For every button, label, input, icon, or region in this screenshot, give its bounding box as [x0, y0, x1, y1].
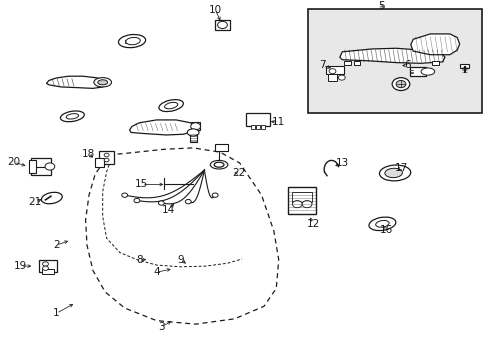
Ellipse shape: [61, 111, 84, 122]
Text: 13: 13: [335, 158, 348, 168]
Bar: [292, 192, 311, 202]
Ellipse shape: [42, 266, 48, 270]
Ellipse shape: [187, 129, 199, 136]
Ellipse shape: [420, 68, 434, 75]
Text: 22: 22: [231, 168, 245, 178]
Ellipse shape: [42, 262, 48, 266]
Ellipse shape: [158, 201, 164, 205]
Ellipse shape: [122, 193, 127, 197]
Ellipse shape: [217, 21, 227, 28]
Ellipse shape: [190, 123, 200, 130]
Bar: [431, 61, 438, 66]
Ellipse shape: [41, 192, 62, 204]
Ellipse shape: [125, 37, 140, 45]
Text: 17: 17: [393, 163, 407, 173]
Ellipse shape: [302, 201, 311, 208]
Ellipse shape: [159, 100, 183, 112]
Text: 18: 18: [81, 149, 95, 159]
Ellipse shape: [212, 193, 218, 197]
Bar: [353, 61, 360, 66]
Ellipse shape: [384, 168, 402, 177]
Bar: [246, 113, 269, 126]
Bar: [409, 67, 425, 76]
Ellipse shape: [375, 220, 388, 227]
Bar: [39, 260, 57, 272]
Text: 8: 8: [136, 255, 142, 265]
Polygon shape: [339, 48, 444, 63]
Text: 3: 3: [158, 322, 164, 332]
Bar: [99, 151, 114, 164]
Bar: [215, 19, 229, 30]
Bar: [459, 64, 468, 68]
Polygon shape: [129, 120, 195, 135]
Bar: [41, 269, 54, 274]
Text: 20: 20: [7, 157, 20, 167]
Text: 4: 4: [153, 267, 160, 277]
Ellipse shape: [338, 75, 345, 80]
Ellipse shape: [94, 78, 111, 87]
Text: 10: 10: [208, 5, 221, 14]
Text: 19: 19: [14, 261, 27, 271]
Ellipse shape: [98, 80, 107, 85]
Text: 9: 9: [177, 255, 184, 265]
Bar: [215, 144, 227, 151]
Ellipse shape: [134, 198, 140, 203]
Text: 1: 1: [53, 309, 60, 318]
Bar: [343, 61, 350, 66]
Polygon shape: [410, 34, 459, 55]
Bar: [95, 158, 103, 167]
Text: 11: 11: [271, 117, 285, 127]
Ellipse shape: [395, 81, 405, 88]
Ellipse shape: [185, 199, 191, 204]
Polygon shape: [46, 76, 106, 89]
Ellipse shape: [66, 114, 79, 119]
Ellipse shape: [210, 161, 227, 169]
Text: 15: 15: [135, 179, 148, 189]
Ellipse shape: [104, 158, 109, 162]
Bar: [287, 187, 316, 214]
Bar: [190, 122, 200, 130]
Text: 12: 12: [305, 219, 319, 229]
Bar: [29, 160, 36, 173]
Bar: [326, 66, 343, 74]
Text: 2: 2: [53, 240, 60, 250]
Text: 16: 16: [379, 225, 392, 235]
Bar: [251, 125, 255, 129]
Ellipse shape: [214, 162, 224, 167]
Bar: [307, 9, 481, 113]
Ellipse shape: [104, 153, 109, 157]
Bar: [189, 133, 196, 142]
Text: 21: 21: [28, 197, 42, 207]
Ellipse shape: [379, 165, 410, 181]
Bar: [124, 40, 129, 42]
Ellipse shape: [368, 217, 395, 231]
Ellipse shape: [118, 35, 145, 48]
Text: 5: 5: [377, 1, 384, 11]
Ellipse shape: [328, 69, 335, 74]
Bar: [327, 75, 336, 81]
Bar: [256, 125, 260, 129]
Ellipse shape: [391, 78, 409, 90]
Bar: [31, 158, 51, 175]
Ellipse shape: [292, 201, 302, 208]
Text: 7: 7: [319, 60, 325, 71]
Text: 6: 6: [403, 60, 410, 71]
Bar: [261, 125, 264, 129]
Ellipse shape: [45, 163, 55, 170]
Text: 14: 14: [162, 204, 175, 215]
Ellipse shape: [164, 102, 177, 109]
